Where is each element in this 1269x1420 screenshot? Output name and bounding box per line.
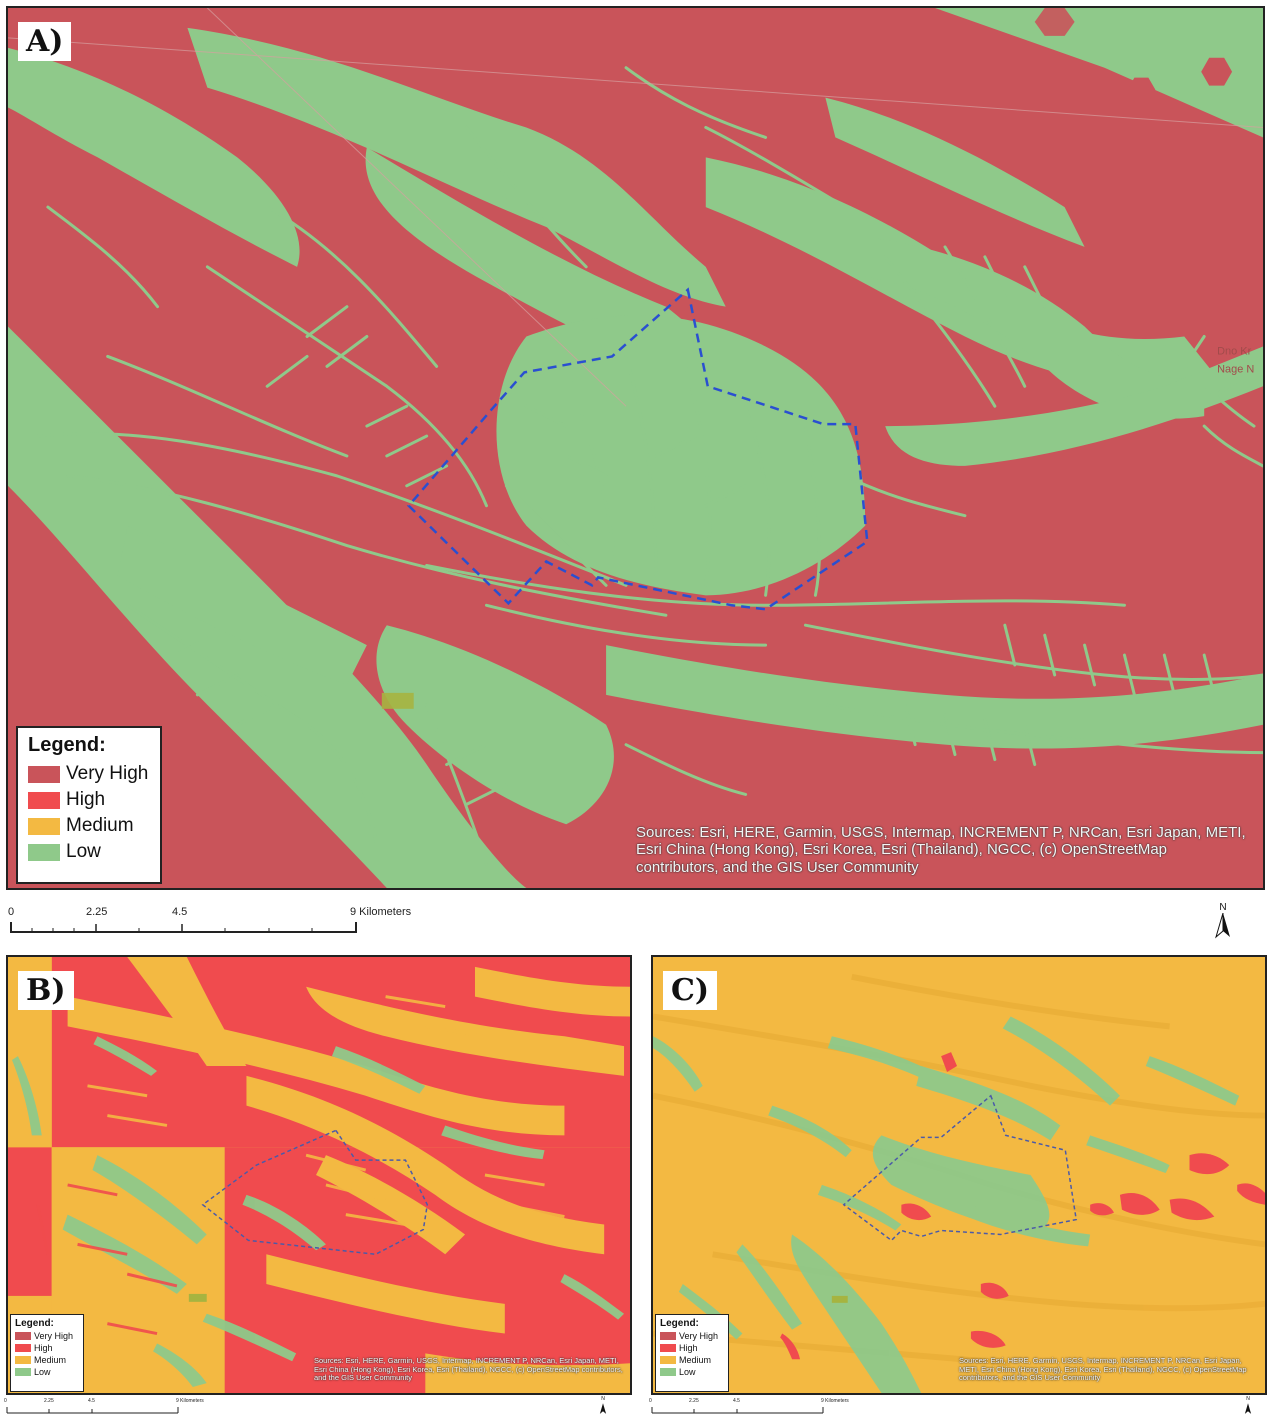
risk-map-c xyxy=(653,973,1265,1393)
legend-a: Legend: Very High High Medium Low xyxy=(16,726,162,884)
legend-label: Low xyxy=(66,841,101,862)
legend-title: Legend: xyxy=(15,1318,54,1329)
north-label: N xyxy=(1246,1396,1250,1402)
map-credits: Sources: Esri, HERE, Garmin, USGS, Inter… xyxy=(636,824,1246,876)
legend-item-medium: Medium xyxy=(15,1355,79,1365)
scale-bar-b: 0 2.25 4.5 9 Kilometers xyxy=(4,1398,216,1416)
svg-text:Dno Kr: Dno Kr xyxy=(1217,345,1251,357)
scale-tick-9-km: 9 Kilometers xyxy=(350,906,412,918)
panel-label-a: A) xyxy=(18,22,72,61)
legend-item-high: High xyxy=(660,1343,724,1353)
scale-tick-4-5: 4.5 xyxy=(733,1398,740,1404)
north-arrow-b: N xyxy=(596,1397,610,1420)
legend-b: Legend: Very High High Medium Low xyxy=(10,1314,84,1392)
panel-label-c: C) xyxy=(663,971,718,1010)
low-zone xyxy=(496,315,866,596)
north-label: N xyxy=(601,1396,605,1402)
legend-label: High xyxy=(66,789,106,810)
legend-label: Medium xyxy=(34,1355,67,1365)
map-panel-c[interactable]: C) Legend: Very High High Medium Low Sou… xyxy=(651,955,1267,1395)
low-zone xyxy=(825,97,1085,247)
map-panel-b[interactable]: B) Legend: Very High High Medium Low Sou… xyxy=(6,955,632,1395)
scale-tick-0: 0 xyxy=(8,906,15,918)
scale-bar-a: 0 2.25 4.5 9 Kilometers xyxy=(8,906,430,938)
panel-label-b: B) xyxy=(18,971,74,1010)
scale-tick-4-5: 4.5 xyxy=(88,1398,95,1404)
legend-label: Low xyxy=(34,1367,51,1377)
drainage-network xyxy=(36,66,1263,866)
north-arrow-icon xyxy=(599,1403,607,1414)
low-zone xyxy=(885,346,1263,466)
scale-tick-9-km: 9 Kilometers xyxy=(821,1398,849,1404)
low-zone xyxy=(935,8,1263,138)
legend-item-very-high: Very High xyxy=(660,1331,724,1341)
legend-label: Medium xyxy=(66,815,134,836)
scale-tick-2-25: 2.25 xyxy=(44,1398,54,1404)
map-credits: Sources: Esri, HERE, Garmin, USGS, Inter… xyxy=(314,1356,623,1383)
legend-item-high: High xyxy=(15,1343,79,1353)
legend-item-low: Low xyxy=(15,1367,79,1377)
legend-item-medium: Medium xyxy=(660,1355,724,1365)
scale-tick-2-25: 2.25 xyxy=(86,906,108,918)
risk-map-b xyxy=(8,957,630,1393)
legend-label: Low xyxy=(679,1367,696,1377)
study-area-boundary xyxy=(201,1129,429,1256)
low-zone xyxy=(606,645,1263,749)
legend-item-high: High xyxy=(28,789,150,811)
north-arrow-icon xyxy=(1215,912,1230,939)
legend-label: High xyxy=(34,1343,53,1353)
legend-label: High xyxy=(679,1343,698,1353)
legend-title: Legend: xyxy=(28,734,106,756)
north-arrow-a: N xyxy=(1208,902,1238,944)
legend-label: Very High xyxy=(66,763,149,784)
svg-text:Nage N: Nage N xyxy=(1217,363,1254,375)
map-credits: Sources: Esri, HERE, Garmin, USGS, Inter… xyxy=(959,1356,1247,1383)
scale-tick-4-5: 4.5 xyxy=(172,906,188,918)
legend-item-medium: Medium xyxy=(28,815,150,837)
north-arrow-icon xyxy=(1244,1403,1252,1414)
scale-tick-0: 0 xyxy=(4,1398,7,1404)
north-label: N xyxy=(1219,902,1227,913)
low-zone xyxy=(117,525,367,685)
risk-map-a: Dno Kr Nage N xyxy=(8,8,1263,888)
low-zone xyxy=(8,47,300,267)
scale-bar-c: 0 2.25 4.5 9 Kilometers xyxy=(649,1398,861,1416)
scale-tick-0: 0 xyxy=(649,1398,652,1404)
legend-item-low: Low xyxy=(660,1367,724,1377)
low-zone xyxy=(187,27,726,307)
legend-item-very-high: Very High xyxy=(28,763,150,785)
north-arrow-c: N xyxy=(1241,1397,1255,1420)
low-zone xyxy=(865,236,1205,419)
study-area-boundary xyxy=(842,1094,1078,1242)
scale-tick-2-25: 2.25 xyxy=(689,1398,699,1404)
legend-c: Legend: Very High High Medium Low xyxy=(655,1314,729,1392)
scale-tick-9-km: 9 Kilometers xyxy=(176,1398,204,1404)
legend-item-very-high: Very High xyxy=(15,1331,79,1341)
legend-label: Medium xyxy=(679,1355,712,1365)
legend-label: Very High xyxy=(34,1331,74,1341)
legend-label: Very High xyxy=(679,1331,719,1341)
legend-title: Legend: xyxy=(660,1318,699,1329)
low-zone xyxy=(376,625,614,825)
map-panel-a[interactable]: Dno Kr Nage N A) Legend: Very High High … xyxy=(6,6,1265,890)
legend-item-low: Low xyxy=(28,841,150,863)
